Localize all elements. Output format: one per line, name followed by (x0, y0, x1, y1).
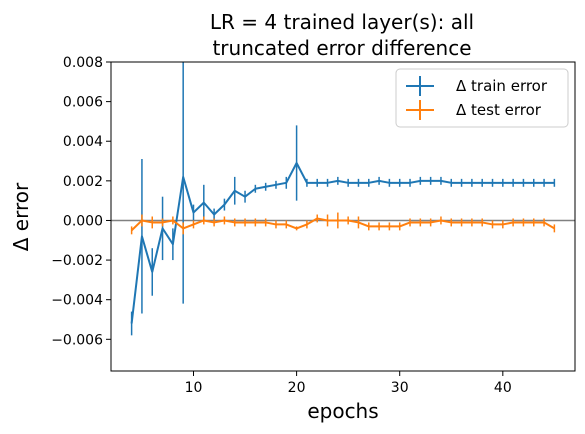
y-tick-label: 0.006 (63, 95, 103, 111)
y-tick-label: 0.000 (63, 213, 103, 229)
legend-test-label: Δ test error (456, 101, 542, 119)
y-tick-label: −0.004 (51, 293, 103, 309)
y-tick-label: 0.002 (63, 174, 103, 190)
y-tick-label: 0.008 (63, 55, 103, 71)
plot-frame (110, 61, 576, 372)
series-test (130, 212, 556, 235)
chart-title-line-2: truncated error difference (212, 36, 471, 60)
legend-frame (395, 68, 569, 128)
series-train (130, 62, 556, 336)
x-axis-ticks: 10 20 30 40 (185, 371, 512, 396)
y-axis-label: Δ error (9, 182, 33, 251)
chart-title-line-1: LR = 4 trained layer(s): all (210, 10, 474, 34)
y-tick-label: 0.004 (63, 134, 103, 150)
y-axis-ticks: −0.006 −0.004 −0.002 0.000 0.002 0.004 0.006 0.… (51, 55, 111, 348)
legend-train-label: Δ train error (456, 77, 548, 95)
legend: Δ train error Δ test error (395, 68, 569, 128)
series-line-train (130, 162, 555, 324)
y-tick-label: −0.006 (51, 332, 103, 348)
x-tick-label: 40 (494, 380, 512, 396)
series-layer (111, 62, 575, 336)
x-tick-label: 10 (185, 380, 203, 396)
x-tick-label: 30 (391, 380, 409, 396)
y-tick-label: −0.002 (51, 253, 103, 269)
x-tick-label: 20 (288, 380, 306, 396)
x-axis-label: epochs (307, 399, 378, 423)
series-line-test (130, 217, 555, 232)
